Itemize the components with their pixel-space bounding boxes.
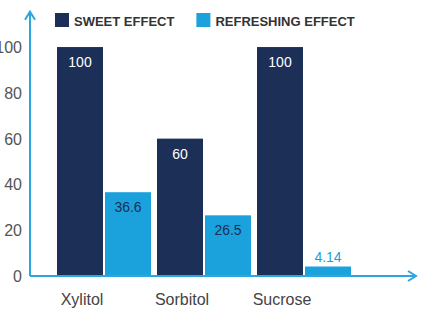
data-label: 100 — [68, 54, 92, 70]
chart: 0 20 40 60 80 100 100 60 100 36.6 26.5 4.14 Xylitol S… — [0, 0, 443, 320]
x-tick-label: Sucrose — [253, 291, 312, 308]
bars — [57, 47, 351, 276]
y-tick-label: 20 — [4, 222, 22, 239]
bar — [57, 47, 103, 276]
data-label: 4.14 — [314, 249, 341, 265]
x-tick-label: Sorbitol — [155, 291, 209, 308]
y-tick-label: 0 — [13, 268, 22, 285]
y-tick-label: 60 — [4, 131, 22, 148]
bar — [205, 215, 251, 276]
y-tick-label: 100 — [0, 39, 22, 56]
legend-swatch — [196, 13, 210, 27]
data-label: 60 — [172, 146, 188, 162]
data-label: 100 — [268, 54, 292, 70]
legend-swatch — [55, 13, 69, 27]
x-axis-arrow — [408, 271, 416, 281]
data-label: 26.5 — [214, 222, 241, 238]
legend-label: SWEET EFFECT — [74, 14, 174, 29]
y-axis — [29, 13, 31, 276]
legend-label: REFRESHING EFFECT — [215, 14, 354, 29]
bar — [157, 139, 203, 276]
bar — [305, 267, 351, 276]
data-label: 36.6 — [114, 199, 141, 215]
bar — [257, 47, 303, 276]
y-tick-label: 80 — [4, 85, 22, 102]
y-tick-label: 40 — [4, 176, 22, 193]
y-axis-arrow — [25, 12, 35, 20]
x-tick-label: Xylitol — [61, 291, 104, 308]
x-axis — [30, 275, 415, 277]
bar — [105, 192, 151, 276]
